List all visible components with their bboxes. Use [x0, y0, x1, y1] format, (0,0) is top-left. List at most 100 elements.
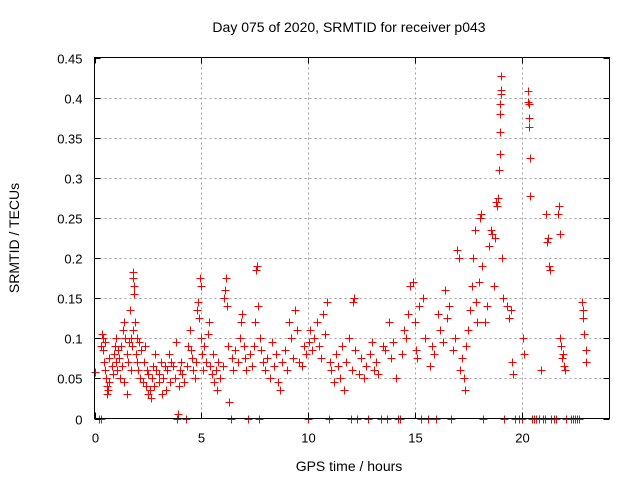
data-point [387, 354, 396, 363]
data-point [392, 374, 401, 383]
data-point [281, 346, 290, 355]
data-point [545, 262, 554, 271]
data-point [494, 194, 503, 203]
data-point [383, 415, 392, 424]
data-point [155, 370, 164, 379]
data-point [498, 254, 507, 263]
data-point [197, 282, 206, 291]
data-point [319, 310, 328, 319]
data-point [404, 310, 413, 319]
y-tick-labels: 0 0.05 0.1 0.15 0.2 0.25 0.3 0.35 0.4 0.45 [57, 52, 82, 428]
data-point [221, 286, 230, 295]
y-tick-label: 0 [75, 413, 82, 428]
data-point [432, 415, 441, 424]
data-point [274, 378, 283, 387]
data-point [224, 342, 233, 351]
data-point [443, 314, 452, 323]
data-point [228, 354, 237, 363]
data-point [461, 386, 470, 395]
data-point [483, 302, 492, 311]
data-point [336, 374, 345, 383]
data-point [248, 362, 257, 371]
data-point [434, 310, 443, 319]
data-point [492, 198, 501, 207]
data-point [200, 342, 209, 351]
data-point [113, 366, 122, 375]
data-point [219, 362, 228, 371]
data-point [476, 214, 485, 223]
data-point [412, 346, 421, 355]
data-point [458, 354, 467, 363]
data-point [370, 366, 379, 375]
data-point [222, 274, 231, 283]
data-point [223, 302, 232, 311]
data-point [173, 415, 182, 424]
data-point [400, 326, 409, 335]
data-point [143, 366, 152, 375]
data-point [561, 366, 570, 375]
data-point [525, 114, 534, 123]
data-point [208, 370, 217, 379]
data-point [98, 330, 107, 339]
data-point [436, 326, 445, 335]
data-point [389, 338, 398, 347]
data-point [188, 354, 197, 363]
data-point [229, 366, 238, 375]
data-point [151, 350, 160, 359]
data-point [116, 374, 125, 383]
data-point [554, 210, 563, 219]
data-point [355, 370, 364, 379]
data-point [165, 350, 174, 359]
data-point [552, 415, 561, 424]
data-point [127, 366, 136, 375]
data-point [496, 128, 505, 137]
data-point [182, 415, 191, 424]
data-point [195, 314, 204, 323]
data-point [101, 338, 110, 347]
data-point [99, 334, 108, 343]
data-point [579, 306, 588, 315]
data-point [426, 362, 435, 371]
data-point [252, 266, 261, 275]
x-tick-label: 10 [301, 431, 315, 446]
data-point [257, 346, 266, 355]
data-point [186, 326, 195, 335]
data-point [237, 318, 246, 327]
axis-ticks [94, 57, 610, 420]
data-point [109, 370, 118, 379]
data-point [453, 246, 462, 255]
data-point [490, 282, 499, 291]
y-tick-label: 0.2 [64, 252, 82, 267]
data-point [357, 354, 366, 363]
data-point [130, 282, 139, 291]
data-point [126, 306, 135, 315]
data-point [469, 254, 478, 263]
plot-frame [94, 57, 610, 419]
data-point [175, 382, 184, 391]
data-point [558, 354, 567, 363]
data-point [99, 346, 108, 355]
data-point [166, 378, 175, 387]
data-point [238, 310, 247, 319]
data-point [270, 362, 279, 371]
data-point [244, 415, 253, 424]
data-point [134, 366, 143, 375]
data-point [559, 350, 568, 359]
data-point [526, 154, 535, 163]
data-point [209, 350, 218, 359]
y-tick-label: 0.4 [64, 92, 82, 107]
data-point [289, 354, 298, 363]
data-point [582, 346, 591, 355]
data-point [103, 382, 112, 391]
data-point [524, 98, 533, 107]
data-point [240, 342, 249, 351]
data-point [291, 306, 300, 315]
data-point [350, 294, 359, 303]
data-point [323, 298, 332, 307]
data-point [475, 278, 484, 287]
data-point [162, 386, 171, 395]
data-point [148, 374, 157, 383]
data-point [272, 350, 281, 359]
data-point [508, 358, 517, 367]
data-point [302, 350, 311, 359]
